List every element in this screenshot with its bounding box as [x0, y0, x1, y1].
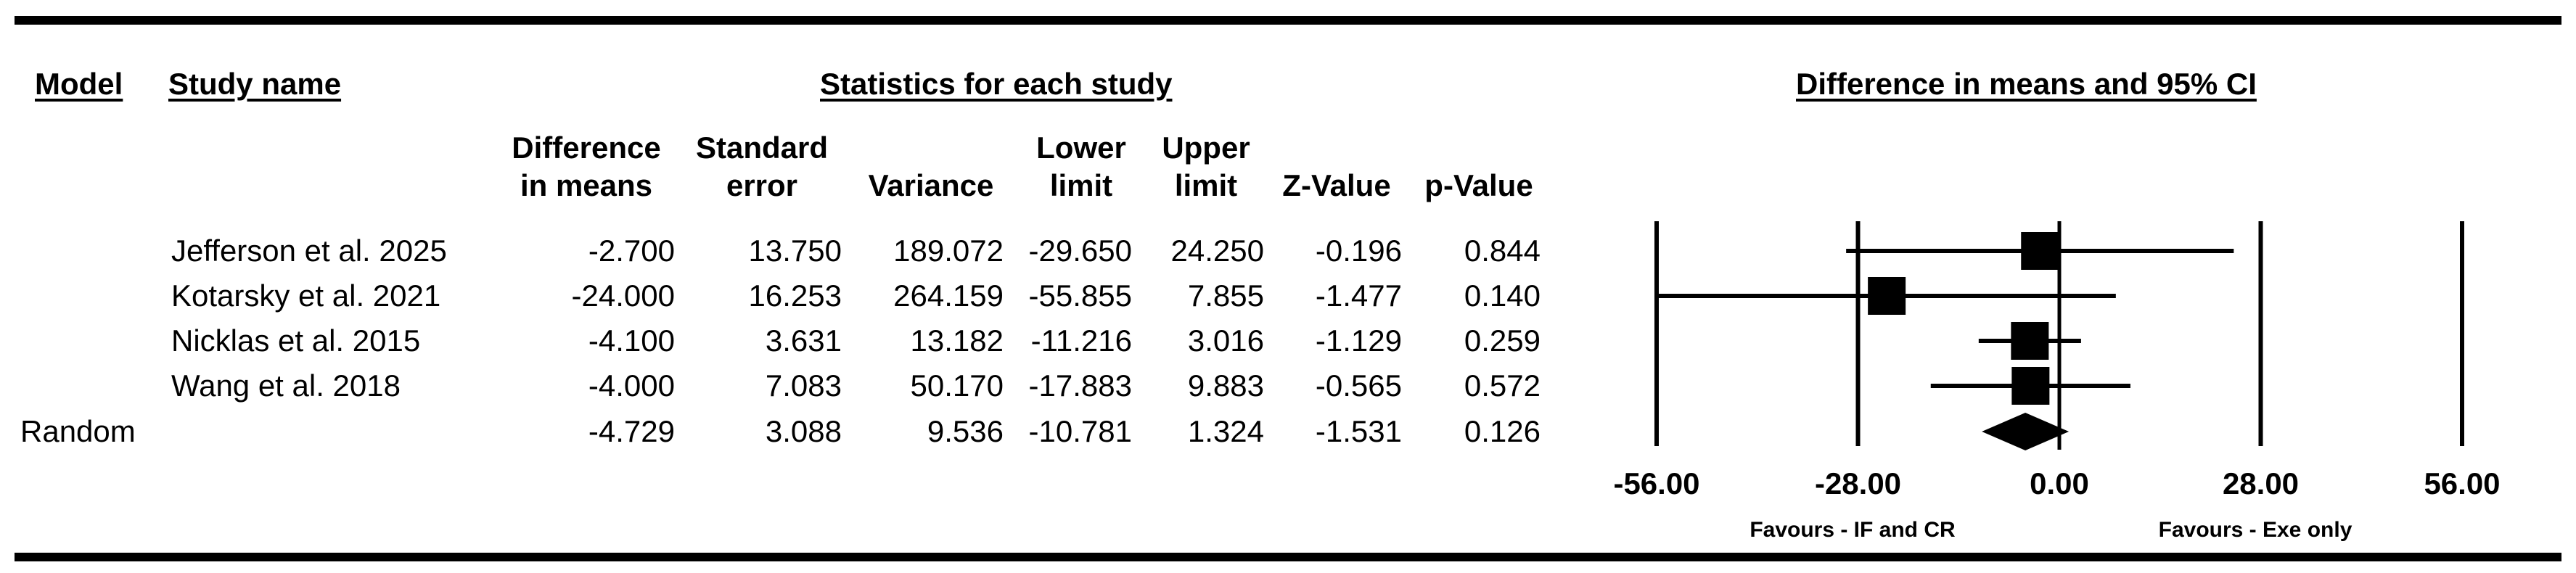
x-tick-label: 56.00 — [2424, 466, 2500, 500]
effect-square — [2011, 367, 2050, 405]
cell-diff: -24.000 — [571, 279, 675, 313]
x-tick-label: -56.00 — [1613, 466, 1699, 500]
cell-z: -0.565 — [1315, 368, 1402, 403]
cell-lower: -11.216 — [1030, 323, 1132, 358]
cell-lower: -55.855 — [1028, 279, 1132, 313]
cell-se: 7.083 — [765, 368, 842, 403]
cell-var: 9.536 — [927, 414, 1004, 448]
header-model: Model — [35, 67, 123, 101]
column-header-lower-line1: Lower — [1036, 131, 1126, 165]
column-header-var-line2: Variance — [868, 168, 994, 202]
column-header-diff-line2: in means — [520, 168, 653, 202]
effect-square — [2011, 322, 2049, 360]
row-study-name: Kotarsky et al. 2021 — [171, 279, 441, 313]
cell-p: 0.259 — [1464, 323, 1541, 358]
favours-right-label: Favours - Exe only — [2159, 518, 2353, 542]
cell-lower: -17.883 — [1028, 368, 1132, 403]
cell-p: 0.844 — [1464, 234, 1541, 268]
cell-lower: -29.650 — [1028, 234, 1132, 268]
column-header-upper-line1: Upper — [1162, 131, 1250, 165]
top-rule — [15, 16, 2561, 25]
x-tick-label: -28.00 — [1815, 466, 1901, 500]
cell-upper: 3.016 — [1187, 323, 1264, 358]
cell-diff: -2.700 — [588, 234, 675, 268]
cell-p: 0.126 — [1464, 414, 1541, 448]
x-tick-label: 0.00 — [2030, 466, 2089, 500]
cell-z: -1.531 — [1315, 414, 1402, 448]
cell-diff: -4.000 — [588, 368, 675, 403]
column-header-z-line2: Z-Value — [1282, 168, 1391, 202]
effect-square — [1868, 277, 1906, 315]
cell-var: 13.182 — [910, 323, 1004, 358]
cell-se: 16.253 — [748, 279, 842, 313]
column-header-p-line2: p-Value — [1424, 168, 1533, 202]
x-tick-label: 28.00 — [2223, 466, 2299, 500]
cell-p: 0.140 — [1464, 279, 1541, 313]
cell-lower: -10.781 — [1028, 414, 1132, 448]
cell-z: -1.129 — [1315, 323, 1402, 358]
cell-upper: 9.883 — [1187, 368, 1264, 403]
row-study-name: Wang et al. 2018 — [171, 368, 401, 403]
column-header-diff-line1: Difference — [512, 131, 661, 165]
cell-diff: -4.729 — [588, 414, 675, 448]
cell-var: 264.159 — [893, 279, 1004, 313]
row-study-name: Jefferson et al. 2025 — [171, 234, 447, 268]
cell-p: 0.572 — [1464, 368, 1541, 403]
cell-upper: 7.855 — [1187, 279, 1264, 313]
header-study-name: Study name — [168, 67, 342, 101]
cell-var: 189.072 — [893, 234, 1004, 268]
cell-se: 13.750 — [748, 234, 842, 268]
cell-z: -0.196 — [1315, 234, 1402, 268]
row-study-name: Nicklas et al. 2015 — [171, 323, 421, 358]
cell-diff: -4.100 — [588, 323, 675, 358]
cell-se: 3.088 — [765, 414, 842, 448]
cell-upper: 1.324 — [1187, 414, 1264, 448]
column-header-upper-line2: limit — [1174, 168, 1238, 202]
row-model-label: Random — [20, 414, 136, 448]
header-forest: Difference in means and 95% CI — [1796, 67, 2257, 101]
column-header-lower-line2: limit — [1049, 168, 1113, 202]
column-header-se-line2: error — [726, 168, 798, 202]
column-header-se-line1: Standard — [695, 131, 829, 165]
header-statistics: Statistics for each study — [820, 67, 1173, 101]
effect-square — [2021, 232, 2059, 270]
bottom-rule — [15, 553, 2561, 561]
summary-diamond — [1982, 413, 2070, 450]
favours-left-label: Favours - IF and CR — [1750, 518, 1956, 542]
cell-var: 50.170 — [910, 368, 1004, 403]
cell-upper: 24.250 — [1170, 234, 1264, 268]
cell-z: -1.477 — [1315, 279, 1402, 313]
cell-se: 3.631 — [765, 323, 842, 358]
